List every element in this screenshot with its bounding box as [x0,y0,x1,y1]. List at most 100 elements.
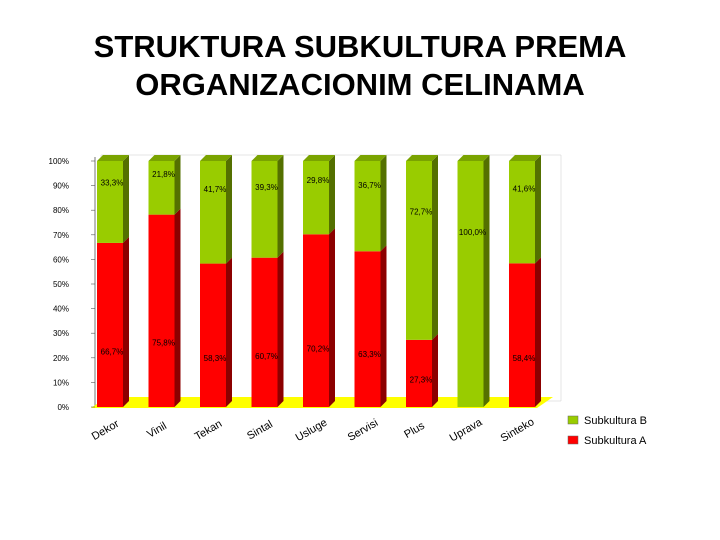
bar-segment [457,155,490,407]
data-label: 41,6% [513,185,536,194]
bar-side [277,251,284,407]
bar-top [509,155,541,161]
bar-segment [509,257,541,407]
bar-side [535,257,541,407]
data-label: 29,8% [307,176,330,185]
bar-top [251,155,284,161]
bar-segment [251,251,284,407]
category-label: Plus [402,420,427,441]
bar-top [200,155,232,161]
bar-side [535,155,541,264]
slide-title-line-1: STRUKTURA SUBKULTURA PREMA [93,29,627,64]
bar-front [251,161,278,258]
bar-front [354,161,381,252]
data-label: 70,2% [307,345,330,354]
bar-segment [200,257,232,407]
data-label: 66,7% [101,347,124,356]
y-tick-label: 20% [53,354,69,363]
bar-side [432,333,438,407]
bar-front [406,339,432,407]
y-tick-label: 100% [49,157,69,166]
slide-title: STRUKTURA SUBKULTURA PREMA ORGANIZACIONI… [0,28,720,104]
bar-front [97,161,123,243]
data-label: 58,3% [204,354,227,363]
data-label: 100,0% [459,228,486,237]
data-label: 27,3% [410,375,433,384]
category-label: Sintal [245,418,275,442]
category-label: Tekan [193,418,224,443]
bar-front [354,251,381,407]
data-label: 41,7% [204,185,227,194]
bar-segment [251,155,284,258]
bar-front [457,161,484,407]
data-label: 21,8% [152,170,175,179]
data-label: 75,8% [152,338,175,347]
bar-segment [354,245,387,407]
bar-front [303,161,329,235]
bar-segment [303,228,335,407]
bar-top [148,155,181,161]
labels-layer: 66,7% 33,3% 75,8% 21,8% 58,3% 41,7% 60,7% 39,3%… [101,170,536,384]
bar-side [226,257,232,407]
bar-top [354,155,387,161]
data-label: 39,3% [255,183,278,192]
bar-segment [97,236,129,407]
y-tick-label: 30% [53,329,69,338]
data-label: 60,7% [255,352,278,361]
bar-top [303,155,335,161]
bar-side [483,155,490,407]
bar-side [174,208,181,407]
legend-label: Subkultura A [584,435,647,447]
bar-side [174,155,181,215]
y-tick-label: 70% [53,231,69,240]
bar-segment [303,155,335,235]
bar-side [380,155,387,252]
bar-front [97,242,123,407]
category-label: Uprava [448,416,485,445]
y-tick-label: 40% [53,305,69,314]
legend-label: Subkultura B [584,415,647,427]
bar-side [226,155,232,264]
data-label: 33,3% [101,179,124,188]
category-label: Vinil [145,420,169,441]
bar-front [303,234,329,407]
bar-segment [97,155,129,243]
bar-segment [509,155,541,264]
bar-front [509,263,535,407]
bar-segment [148,155,181,215]
bar-top [406,155,438,161]
data-label: 63,3% [358,350,381,359]
bar-front [200,263,226,407]
y-tick-label: 50% [53,280,69,289]
bar-segment [354,155,387,252]
bar-top [97,155,129,161]
legend-swatch [567,435,579,445]
bar-front [148,161,175,215]
bar-side [380,245,387,407]
y-tick-label: 10% [53,378,69,387]
category-label: Dekor [90,418,122,443]
bar-segment [148,208,181,407]
bar-front [406,161,432,340]
y-tick-label: 0% [57,403,69,412]
bar-front [509,161,535,264]
bar-front [251,257,278,407]
data-label: 36,7% [358,181,381,190]
legend-swatch [567,415,579,425]
bar-front [200,161,226,264]
data-label: 58,4% [513,354,536,363]
bar-side [123,236,129,407]
bar-side [432,155,438,340]
category-label: Servisi [346,417,381,444]
bar-segment [406,155,438,340]
y-tick-label: 80% [53,206,69,215]
bar-front [148,214,175,407]
y-tick-label: 60% [53,255,69,264]
bars-layer [97,155,541,407]
bar-side [329,228,335,407]
data-label: 72,7% [410,208,433,217]
legend: Subkultura B Subkultura A [567,415,647,447]
category-label: Usluge [294,417,330,445]
bar-top [457,155,490,161]
